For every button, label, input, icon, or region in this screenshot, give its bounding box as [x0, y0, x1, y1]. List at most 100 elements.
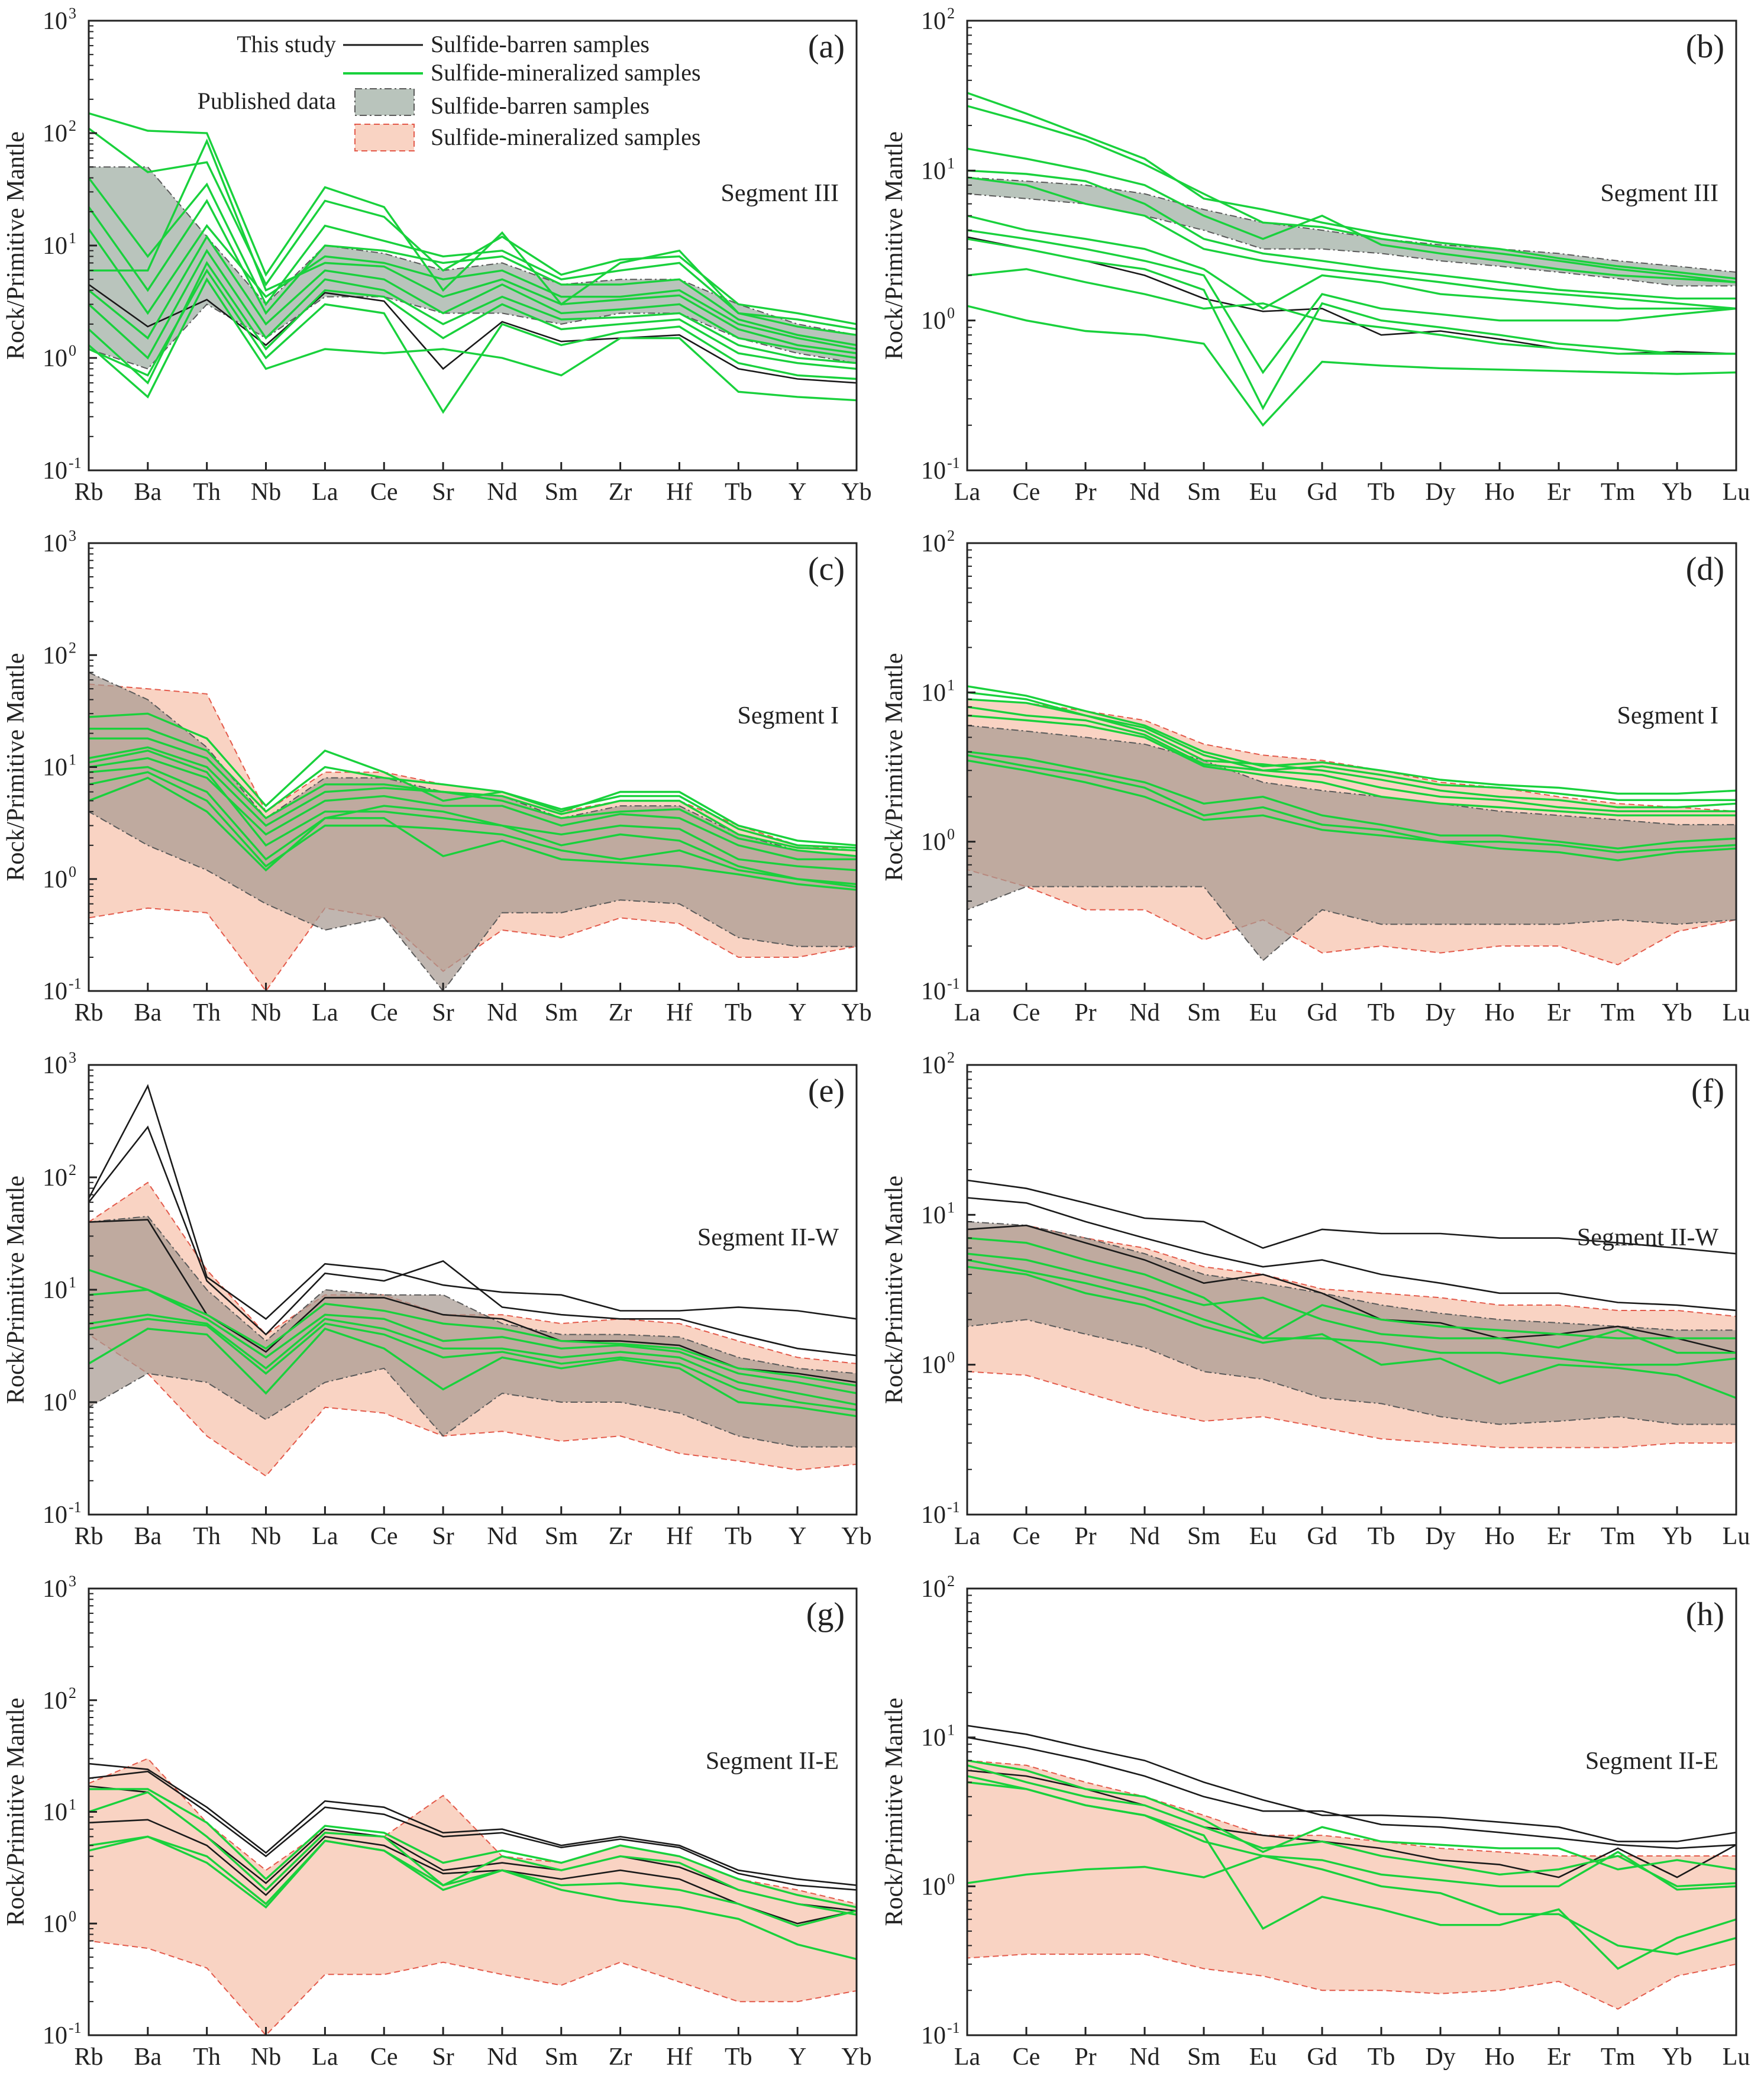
mineralized-series-2	[89, 737, 857, 852]
x-tick-label: Hf	[666, 1523, 692, 1550]
y-tick-exponent: -1	[947, 454, 960, 472]
x-tick-label: Gd	[1307, 479, 1337, 506]
segment-label: Segment III	[1601, 180, 1718, 207]
y-tick-label: 10	[43, 866, 67, 893]
y-tick-label: 10	[921, 1352, 946, 1379]
mineralized-series-7	[89, 771, 857, 888]
barren-series-1	[89, 1125, 857, 1357]
x-tick-label: Ba	[134, 1523, 162, 1550]
panel-label: (b)	[1686, 28, 1724, 65]
plot-area	[89, 671, 857, 991]
y-tick-label: 10	[921, 157, 946, 185]
x-tick-label: Ba	[134, 2043, 162, 2071]
y-tick-exponent: 2	[947, 527, 955, 544]
y-axis-label: Rock/Primitive Mantle	[2, 1697, 30, 1926]
y-tick-label: 10	[43, 8, 67, 35]
y-tick-exponent: 2	[69, 117, 76, 134]
legend-pub-mineralized-swatch	[354, 124, 415, 151]
mineralized-series-4	[89, 1327, 857, 1418]
mineralized-series-0	[967, 1760, 1736, 1871]
y-tick-label: 10	[43, 1687, 67, 1715]
x-tick-label: Sr	[432, 1523, 454, 1550]
y-tick-exponent: 0	[69, 1907, 76, 1925]
x-tick-label: Ce	[370, 2043, 398, 2071]
barren-series-1	[89, 1770, 857, 1891]
y-tick-exponent: -1	[69, 975, 82, 992]
y-tick-exponent: 0	[947, 1349, 955, 1366]
x-tick-label: La	[954, 479, 981, 506]
y-tick-label: 10	[43, 1576, 67, 1603]
y-tick-exponent: 2	[947, 5, 955, 22]
y-tick-exponent: 3	[69, 527, 76, 544]
x-tick-label: Pr	[1074, 2043, 1096, 2071]
barren-series-2	[967, 1224, 1736, 1354]
mineralized-series-2	[89, 1835, 857, 1928]
x-tick-label: Nd	[1129, 1523, 1159, 1550]
plot-area	[967, 1725, 1736, 2010]
x-tick-label: Er	[1547, 1523, 1571, 1550]
y-tick-exponent: -1	[947, 975, 960, 992]
y-tick-exponent: -1	[947, 1499, 960, 1516]
legend-this-study: This study	[237, 31, 336, 57]
y-tick-label: 10	[43, 978, 67, 1005]
mineralized-series-7	[89, 248, 857, 364]
y-axis-label: Rock/Primitive Mantle	[2, 131, 30, 360]
y-tick-label: 10	[43, 2022, 67, 2049]
segment-label: Segment II-E	[706, 1748, 839, 1775]
y-tick-label: 10	[43, 1502, 67, 1529]
mineralized-series-3	[967, 1781, 1736, 1970]
x-tick-label: Th	[193, 999, 221, 1026]
mineralized-series-6	[967, 754, 1736, 854]
y-tick-exponent: 1	[69, 1796, 76, 1813]
mineralized-series-0	[967, 685, 1736, 795]
mineralized-series-3	[89, 1318, 857, 1412]
y-tick-label: 10	[921, 1725, 946, 1752]
y-tick-label: 10	[921, 829, 946, 856]
x-tick-label: Y	[789, 1523, 806, 1550]
mineralized-series-0	[89, 112, 857, 336]
y-tick-label: 10	[921, 308, 946, 335]
segment-label: Segment II-W	[697, 1224, 839, 1251]
y-tick-label: 10	[43, 457, 67, 485]
mineralized-series-0	[89, 1788, 857, 1909]
x-tick-label: Nd	[487, 999, 517, 1026]
mineralized-series-0	[967, 1237, 1736, 1340]
x-tick-label: Rb	[74, 1523, 103, 1550]
x-tick-label: Ce	[370, 999, 398, 1026]
x-tick-label: Dy	[1425, 999, 1455, 1026]
x-tick-label: Y	[789, 999, 806, 1026]
barren-series-0	[967, 1725, 1736, 1842]
x-tick-label: Sm	[1187, 479, 1220, 506]
x-tick-label: Lu	[1723, 2043, 1750, 2071]
x-tick-label: Er	[1547, 2043, 1571, 2071]
y-tick-exponent: 1	[69, 1274, 76, 1291]
x-tick-label: Tb	[1368, 479, 1395, 506]
y-tick-label: 10	[43, 1910, 67, 1938]
panel-label: (e)	[808, 1073, 845, 1109]
x-tick-label: Yb	[841, 1523, 871, 1550]
x-tick-label: Y	[789, 2043, 806, 2071]
x-tick-label: Ce	[370, 1523, 398, 1550]
mineralized-series-1	[967, 105, 1736, 283]
plot-area	[89, 1758, 857, 2035]
x-tick-label: La	[312, 1523, 338, 1550]
x-tick-label: Ce	[1013, 2043, 1041, 2071]
y-tick-exponent: 1	[947, 676, 955, 693]
y-tick-label: 10	[921, 2022, 946, 2049]
x-tick-label: Gd	[1307, 999, 1337, 1026]
x-tick-label: Eu	[1249, 2043, 1277, 2071]
x-tick-label: Ce	[1013, 479, 1041, 506]
x-tick-label: Tm	[1601, 479, 1636, 506]
y-tick-label: 10	[43, 1052, 67, 1079]
y-axis-label: Rock/Primitive Mantle	[881, 1176, 908, 1404]
x-tick-label: Nb	[251, 1523, 281, 1550]
x-tick-label: Nb	[251, 999, 281, 1026]
x-tick-label: Yb	[841, 479, 871, 506]
y-tick-exponent: -1	[69, 2019, 82, 2036]
x-tick-label: Sm	[545, 1523, 578, 1550]
panel-label: (h)	[1686, 1596, 1724, 1633]
y-tick-label: 10	[43, 1799, 67, 1826]
x-tick-label: La	[954, 2043, 981, 2071]
mineralized-series-4	[89, 224, 857, 350]
